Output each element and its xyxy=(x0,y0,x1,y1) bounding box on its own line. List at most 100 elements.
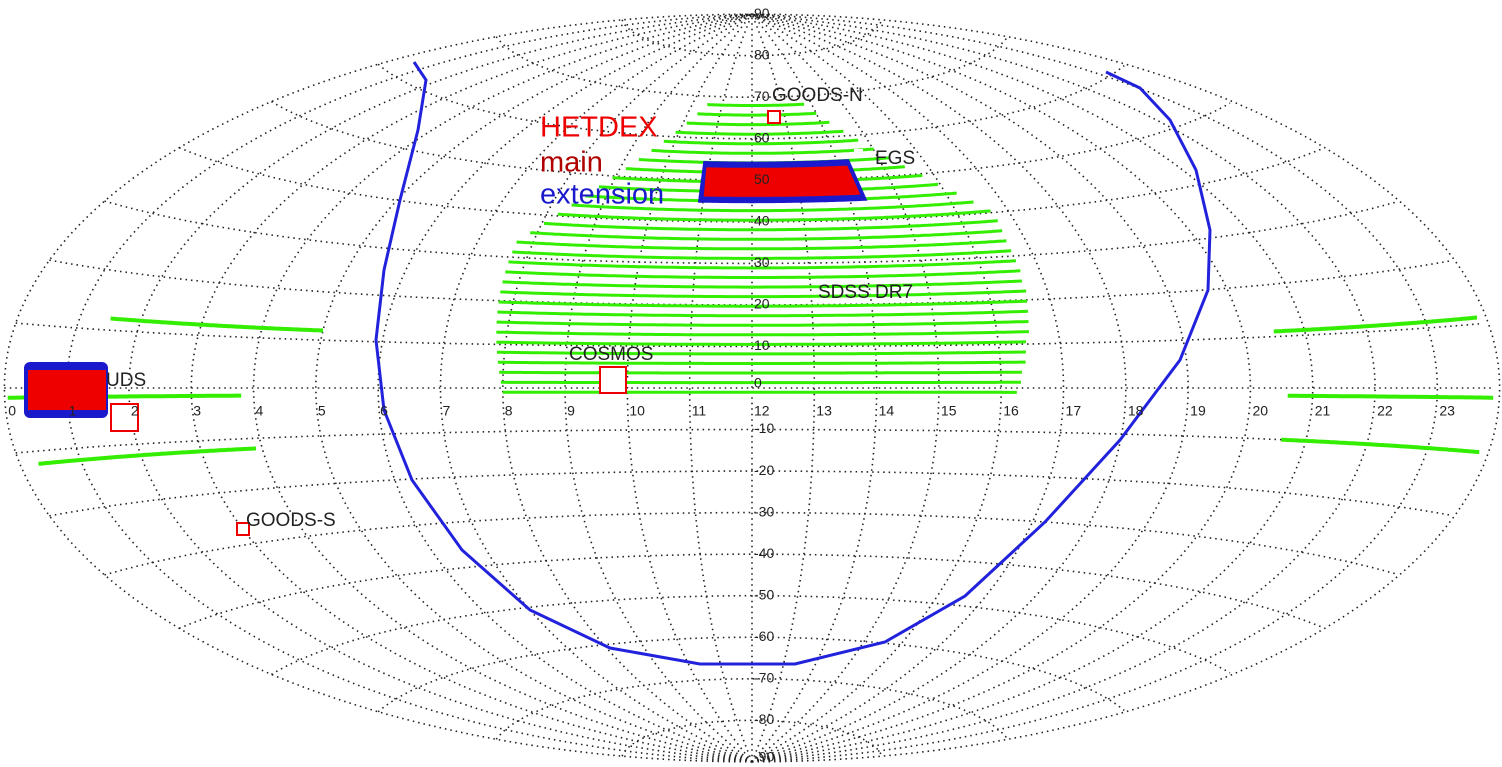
sdss-stripe xyxy=(675,129,844,136)
sdss-stripe xyxy=(497,309,1028,318)
sdss-stripe xyxy=(496,350,1026,356)
legend-title: HETDEX xyxy=(540,112,658,144)
dec-label: 60 xyxy=(754,129,770,145)
ra-label: 6 xyxy=(380,403,388,419)
sdss-stripe xyxy=(707,102,805,107)
parallel xyxy=(104,200,1396,265)
sdss-stripe xyxy=(498,299,1028,308)
sdss-stripe xyxy=(508,259,1016,270)
grid xyxy=(3,13,1501,763)
dec-label: -20 xyxy=(754,462,774,478)
sdss-stripe xyxy=(499,370,1022,375)
ra-label: 12 xyxy=(754,403,770,419)
meridian xyxy=(501,13,753,763)
dec-label: -30 xyxy=(754,503,774,519)
dec-label: -90 xyxy=(754,749,774,765)
meridian xyxy=(751,13,1190,763)
meridian xyxy=(751,13,1003,763)
meridian xyxy=(564,13,753,763)
sdss-stripe xyxy=(505,269,1021,279)
ra-label: 10 xyxy=(629,403,645,419)
sdss-stripe xyxy=(38,446,257,466)
ra-label: 5 xyxy=(318,403,326,419)
ra-label: 20 xyxy=(1252,403,1268,419)
sdss-stripe xyxy=(516,239,1007,251)
dec-label: 30 xyxy=(754,254,770,270)
sdss-stripe xyxy=(571,200,974,213)
meridian xyxy=(751,13,940,763)
sdss-stripe xyxy=(530,229,1003,241)
parallel xyxy=(178,553,1322,630)
dec-label: -60 xyxy=(754,628,774,644)
ra-label: 16 xyxy=(1003,403,1019,419)
dec-label: -10 xyxy=(754,420,774,436)
dec-label: 90 xyxy=(754,5,770,21)
meridian xyxy=(190,13,753,763)
meridian xyxy=(128,13,753,763)
parallel xyxy=(621,19,883,57)
field-label: SDSS DR7 xyxy=(818,282,913,303)
ra-label: 18 xyxy=(1128,403,1144,419)
ra-label: 11 xyxy=(692,403,707,419)
sdss-stripe xyxy=(110,316,324,333)
meridian xyxy=(314,13,753,763)
sdss-stripe xyxy=(496,320,1029,327)
field-label: UDS xyxy=(106,370,146,391)
sdss-stripe xyxy=(543,219,998,232)
dec-label: 10 xyxy=(754,337,770,353)
ra-label: 23 xyxy=(1439,403,1455,419)
sdss-stripe xyxy=(1287,393,1494,400)
egs-marker xyxy=(854,149,863,158)
sdss-stripe xyxy=(686,120,830,127)
legend-main: main xyxy=(540,147,603,179)
ra-label: 15 xyxy=(941,403,957,419)
meridian xyxy=(751,13,1314,763)
ra-label: 4 xyxy=(256,403,264,419)
parallel xyxy=(104,511,1396,576)
goods-s-marker xyxy=(236,522,250,536)
parallel xyxy=(15,428,1483,454)
ra-label: 3 xyxy=(193,403,201,419)
dec-label: 40 xyxy=(754,213,770,229)
parallel xyxy=(621,719,883,757)
sdss-stripe xyxy=(697,111,817,117)
dec-label: 70 xyxy=(754,88,770,104)
meridian xyxy=(626,13,753,763)
ra-label: 14 xyxy=(879,403,895,419)
parallel xyxy=(178,146,1322,223)
field-markers xyxy=(110,110,863,536)
sdss-stripe xyxy=(651,147,874,155)
uds-marker xyxy=(110,403,139,432)
dec-label: -40 xyxy=(754,545,774,561)
sdss-stripe xyxy=(512,249,1012,260)
meridian xyxy=(751,13,878,763)
ra-label: 19 xyxy=(1190,403,1206,419)
ra-label: 13 xyxy=(816,403,832,419)
cosmos-marker xyxy=(599,366,627,394)
ra-label: 17 xyxy=(1066,403,1082,419)
meridian xyxy=(751,13,1501,763)
sdss-stripe xyxy=(663,138,859,146)
ra-label: 1 xyxy=(69,403,77,419)
parallel xyxy=(15,322,1483,348)
field-label: COSMOS xyxy=(569,344,653,365)
sdss-stripe xyxy=(496,330,1029,337)
meridian xyxy=(252,13,753,763)
dec-label: 20 xyxy=(754,296,770,312)
sdss-stripe xyxy=(497,360,1026,365)
dec-label: -70 xyxy=(754,669,774,685)
dec-label: 50 xyxy=(754,171,770,187)
sdss-stripe xyxy=(557,209,991,222)
meridian xyxy=(688,13,753,763)
ra-label: 0 xyxy=(8,403,16,419)
field-label: GOODS-S xyxy=(246,510,336,531)
legend-extension: extension xyxy=(540,179,664,211)
survey-regions xyxy=(7,102,1494,466)
dec-label: 0 xyxy=(754,375,762,391)
ra-label: 22 xyxy=(1377,403,1393,419)
sdss-stripe xyxy=(1273,315,1478,334)
dec-label: -50 xyxy=(754,586,774,602)
field-label: GOODS-N xyxy=(772,85,863,106)
ra-label: 21 xyxy=(1315,403,1331,419)
